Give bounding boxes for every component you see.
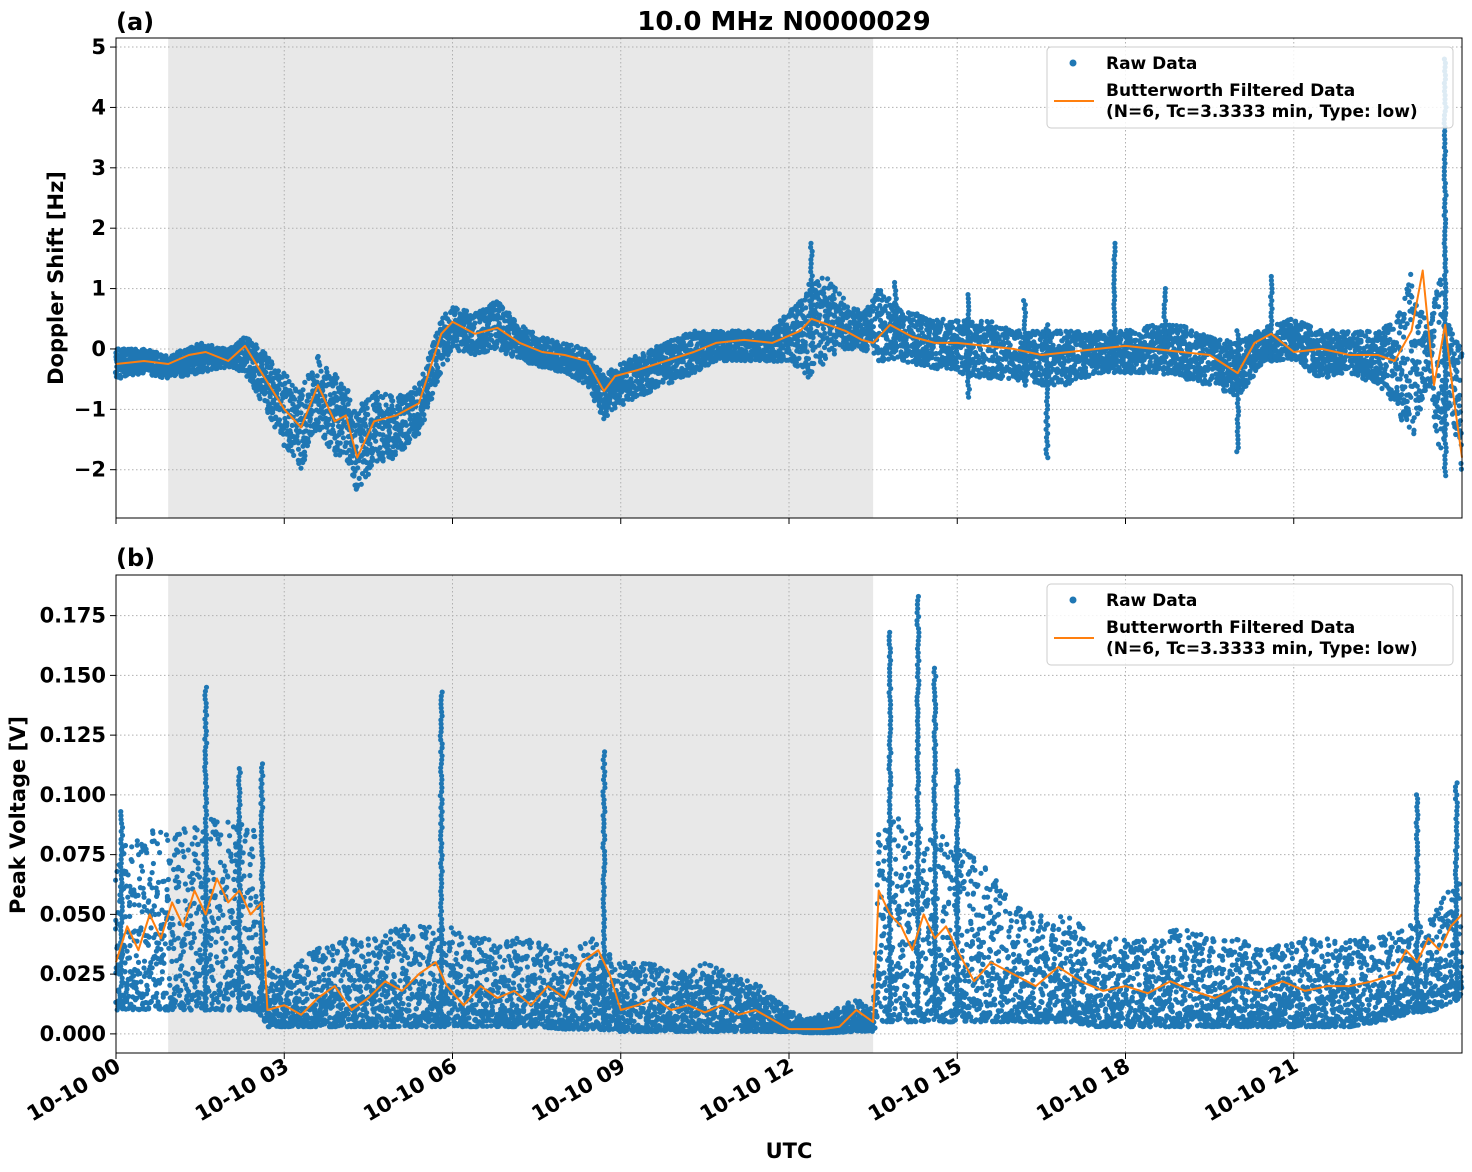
raw-data-spike <box>1441 56 1449 479</box>
raw-data-spike <box>892 279 899 346</box>
panel-a-legend: Raw Data Butterworth Filtered Data (N=6,… <box>1046 46 1454 129</box>
legend-raw-label: Raw Data <box>1106 54 1197 74</box>
raw-data-spike <box>118 808 126 989</box>
raw-data-spike <box>1043 322 1051 461</box>
raw-data-spike <box>1161 285 1169 364</box>
legend-raw-label: Raw Data <box>1106 591 1197 611</box>
y-tick-label: 0.050 <box>40 902 106 926</box>
panel-b-ylabel: Peak Voltage [V] <box>6 716 30 914</box>
shaded-interval <box>168 38 874 518</box>
raw-data-spike <box>437 689 445 1030</box>
raw-data-spike <box>1452 780 1460 1001</box>
filtered-data-line <box>115 269 1463 459</box>
panel-b-legend: Raw Data Butterworth Filtered Data (N=6,… <box>1046 583 1454 666</box>
x-tick-label: 10-10 06 <box>359 1054 461 1127</box>
raw-data-spike <box>1111 240 1118 352</box>
raw-data-spike <box>808 240 815 340</box>
x-tick-label: 10-10 03 <box>191 1054 293 1127</box>
raw-data-spike <box>914 593 922 1013</box>
raw-data-spike <box>965 292 972 400</box>
y-tick-label: 0.175 <box>40 604 106 628</box>
panel-a: (a) Doppler Shift [Hz] −2 −1 0 1 2 3 4 5 Raw Da… <box>44 8 1465 524</box>
raw-data-scatter <box>112 816 1465 1036</box>
y-tick-label: 1 <box>91 277 106 301</box>
panel-a-plot-area: −2 −1 0 1 2 3 4 5 <box>74 35 1465 524</box>
raw-data-spike <box>1267 273 1275 364</box>
raw-data-spike <box>235 766 243 1013</box>
raw-data-spike <box>1234 328 1242 455</box>
y-tick-label: 0.150 <box>40 663 106 687</box>
y-tick-label: 0 <box>91 337 106 361</box>
x-axis-tick-labels: 10-10 00 10-10 03 10-10 06 10-10 09 10-10 12… <box>23 1054 1303 1127</box>
panel-b-label: (b) <box>116 544 155 572</box>
legend-raw-marker <box>1069 59 1077 67</box>
y-tick-label: 0.125 <box>40 723 106 747</box>
panel-a-ylabel: Doppler Shift [Hz] <box>44 171 68 385</box>
y-tick-label: 0.025 <box>40 962 106 986</box>
x-tick-label: 10-10 18 <box>1032 1054 1134 1127</box>
filtered-data-line <box>115 877 1463 1031</box>
y-tick-label: 0.100 <box>40 783 106 807</box>
y-tick-label: 3 <box>91 156 106 180</box>
y-tick-label: 0.000 <box>40 1022 106 1046</box>
legend-filtered-label: Butterworth Filtered Data (N=6, Tc=3.333… <box>1106 81 1418 122</box>
raw-data-spike <box>953 768 961 1013</box>
raw-data-spike <box>202 684 210 1013</box>
y-tick-label: −2 <box>74 458 106 482</box>
x-tick-label: 10-10 12 <box>696 1054 798 1127</box>
panel-b: (b) Peak Voltage [V] 0.000 0.025 0.050 0.07… <box>6 544 1465 1059</box>
legend-filtered-label: Butterworth Filtered Data (N=6, Tc=3.333… <box>1106 618 1418 659</box>
y-tick-label: −1 <box>74 397 106 421</box>
y-tick-label: 5 <box>91 35 106 59</box>
figure-title: 10.0 MHz N0000029 <box>637 7 930 37</box>
y-tick-label: 2 <box>91 216 106 240</box>
y-tick-label: 0.075 <box>40 843 106 867</box>
raw-data-spike <box>1020 298 1029 388</box>
raw-data-scatter <box>112 271 1465 492</box>
legend-raw-marker <box>1069 596 1077 604</box>
y-tick-label: 4 <box>91 95 106 119</box>
x-tick-label: 10-10 09 <box>527 1054 629 1127</box>
x-tick-label: 10-10 15 <box>864 1054 966 1127</box>
x-tick-label: 10-10 21 <box>1200 1054 1302 1127</box>
x-axis-label: UTC <box>766 1139 813 1163</box>
panel-b-plot-area: 0.000 0.025 0.050 0.075 0.100 0.125 0.150 0.175 <box>40 574 1465 1059</box>
raw-data-spike <box>931 665 939 1013</box>
x-tick-label: 10-10 00 <box>23 1054 125 1127</box>
panel-a-label: (a) <box>116 8 154 36</box>
raw-data-points <box>112 56 1465 492</box>
